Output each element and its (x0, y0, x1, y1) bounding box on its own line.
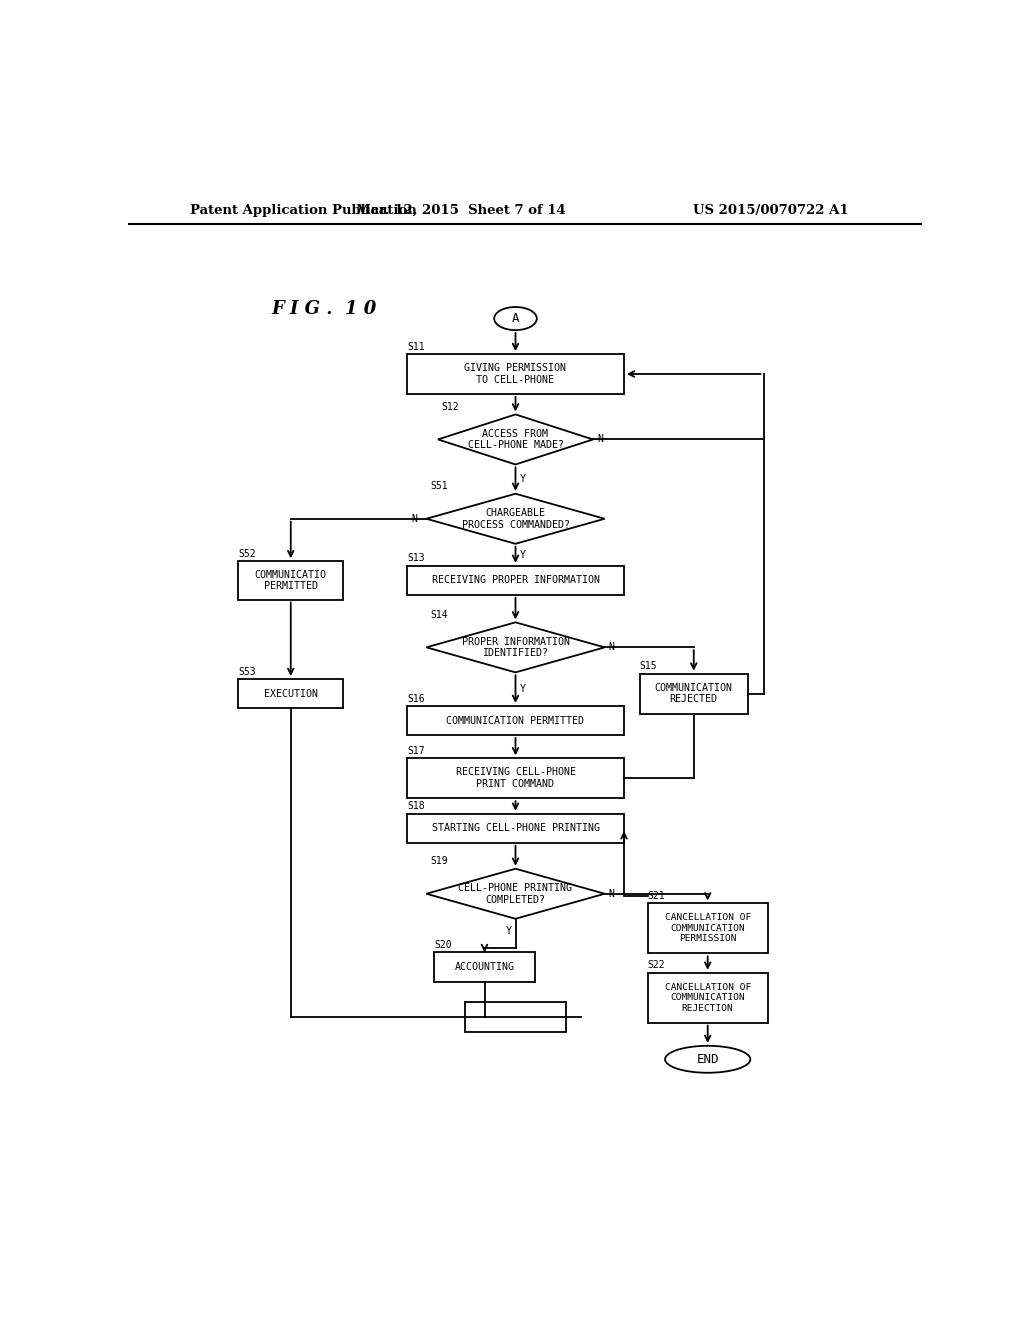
Text: F I G .  1 0: F I G . 1 0 (271, 300, 377, 318)
Text: S18: S18 (407, 801, 425, 812)
Text: S19: S19 (430, 857, 447, 866)
Text: RECEIVING CELL-PHONE
PRINT COMMAND: RECEIVING CELL-PHONE PRINT COMMAND (456, 767, 575, 789)
Text: Y: Y (519, 684, 525, 694)
Text: Y: Y (506, 927, 512, 936)
Polygon shape (426, 622, 604, 672)
Bar (434, 952, 535, 982)
Polygon shape (426, 494, 604, 544)
Text: S12: S12 (442, 403, 460, 412)
Text: Y: Y (519, 549, 525, 560)
Text: RECEIVING PROPER INFORMATION: RECEIVING PROPER INFORMATION (431, 576, 599, 585)
Text: ACCESS FROM
CELL-PHONE MADE?: ACCESS FROM CELL-PHONE MADE? (468, 429, 563, 450)
Bar (647, 973, 768, 1023)
Text: ACCOUNTING: ACCOUNTING (455, 962, 514, 972)
Bar (407, 813, 624, 843)
Text: US 2015/0070722 A1: US 2015/0070722 A1 (693, 205, 849, 218)
Text: S11: S11 (407, 342, 425, 351)
Bar (407, 566, 624, 595)
Text: N: N (608, 643, 614, 652)
Text: PROPER INFORMATION
IDENTIFIED?: PROPER INFORMATION IDENTIFIED? (462, 636, 569, 659)
Text: S13: S13 (407, 553, 425, 564)
Text: N: N (411, 513, 417, 524)
Text: CANCELLATION OF
COMMUNICATION
REJECTION: CANCELLATION OF COMMUNICATION REJECTION (665, 983, 751, 1012)
Text: END: END (696, 1053, 719, 1065)
Text: S20: S20 (434, 940, 452, 950)
Ellipse shape (495, 308, 537, 330)
Polygon shape (426, 869, 604, 919)
Text: S22: S22 (647, 961, 666, 970)
Text: STARTING CELL-PHONE PRINTING: STARTING CELL-PHONE PRINTING (431, 824, 599, 833)
Text: CELL-PHONE PRINTING
COMPLETED?: CELL-PHONE PRINTING COMPLETED? (459, 883, 572, 904)
Bar (407, 758, 624, 799)
Bar (239, 678, 343, 708)
Text: CANCELLATION OF
COMMUNICATION
PERMISSION: CANCELLATION OF COMMUNICATION PERMISSION (665, 913, 751, 944)
Bar (239, 561, 343, 599)
Text: S21: S21 (647, 891, 666, 902)
Text: GIVING PERMISSION
TO CELL-PHONE: GIVING PERMISSION TO CELL-PHONE (465, 363, 566, 385)
Bar (407, 706, 624, 735)
Text: COMMUNICATIO
PERMITTED: COMMUNICATIO PERMITTED (255, 569, 327, 591)
Text: Y: Y (519, 474, 525, 484)
Text: N: N (608, 888, 614, 899)
Polygon shape (438, 414, 593, 465)
Text: S52: S52 (239, 549, 256, 558)
Bar (407, 354, 624, 393)
Ellipse shape (665, 1045, 751, 1073)
Text: S17: S17 (407, 746, 425, 756)
Bar (465, 1002, 566, 1032)
Text: S51: S51 (430, 482, 447, 491)
Text: S15: S15 (640, 661, 657, 671)
Text: S53: S53 (239, 667, 256, 677)
Bar (647, 903, 768, 953)
Text: Patent Application Publication: Patent Application Publication (190, 205, 417, 218)
Text: CHARGEABLE
PROCESS COMMANDED?: CHARGEABLE PROCESS COMMANDED? (462, 508, 569, 529)
Text: S16: S16 (407, 693, 425, 704)
Text: COMMUNICATION PERMITTED: COMMUNICATION PERMITTED (446, 715, 585, 726)
Text: A: A (512, 312, 519, 325)
Bar (640, 673, 748, 714)
Text: Mar. 12, 2015  Sheet 7 of 14: Mar. 12, 2015 Sheet 7 of 14 (356, 205, 566, 218)
Text: COMMUNICATION
REJECTED: COMMUNICATION REJECTED (654, 682, 733, 705)
Text: EXECUTION: EXECUTION (264, 689, 317, 698)
Text: S14: S14 (430, 610, 447, 620)
Text: N: N (597, 434, 603, 445)
